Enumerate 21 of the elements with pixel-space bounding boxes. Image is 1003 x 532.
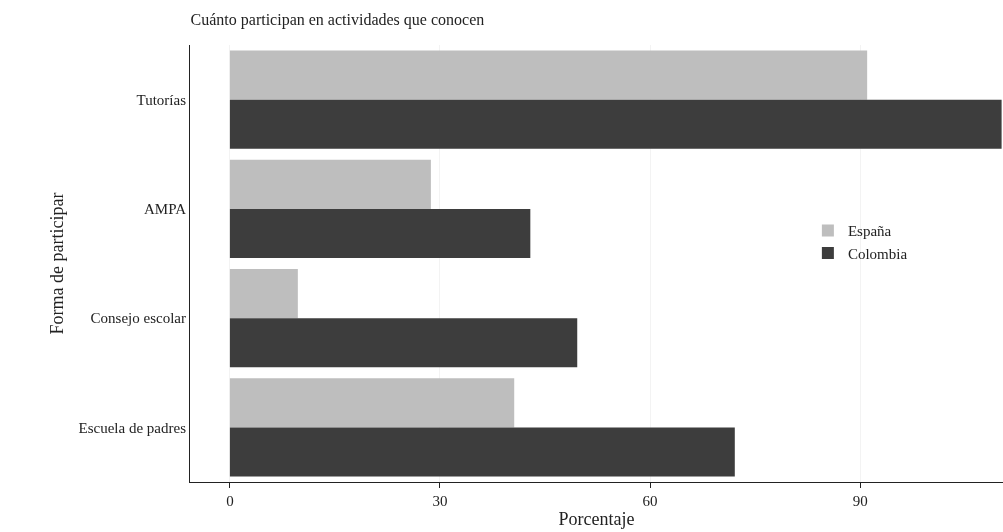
bar <box>229 159 431 209</box>
legend-label: Colombia <box>847 245 908 262</box>
bar <box>229 268 298 319</box>
bar <box>229 99 1002 149</box>
bar <box>229 50 868 100</box>
bar <box>229 318 578 368</box>
x-tick-label: 0 <box>226 493 234 509</box>
x-tick-label: 30 <box>432 493 448 509</box>
y-tick-label: Escuela de padres <box>78 419 187 436</box>
chart-title: Cuánto participan en actividades que conocen <box>190 10 485 29</box>
bar <box>229 427 735 477</box>
y-axis-title: Forma de participar <box>46 192 67 335</box>
bar <box>229 208 531 259</box>
y-tick-label: AMPA <box>144 201 187 218</box>
y-tick-label: Tutorías <box>136 91 187 108</box>
y-tick-label: Consejo escolar <box>90 310 186 327</box>
legend-label: España <box>847 223 892 240</box>
x-tick-label: 60 <box>642 493 658 509</box>
bar <box>229 378 515 428</box>
x-axis-title: Porcentaje <box>558 509 635 530</box>
x-tick-label: 90 <box>852 493 868 509</box>
